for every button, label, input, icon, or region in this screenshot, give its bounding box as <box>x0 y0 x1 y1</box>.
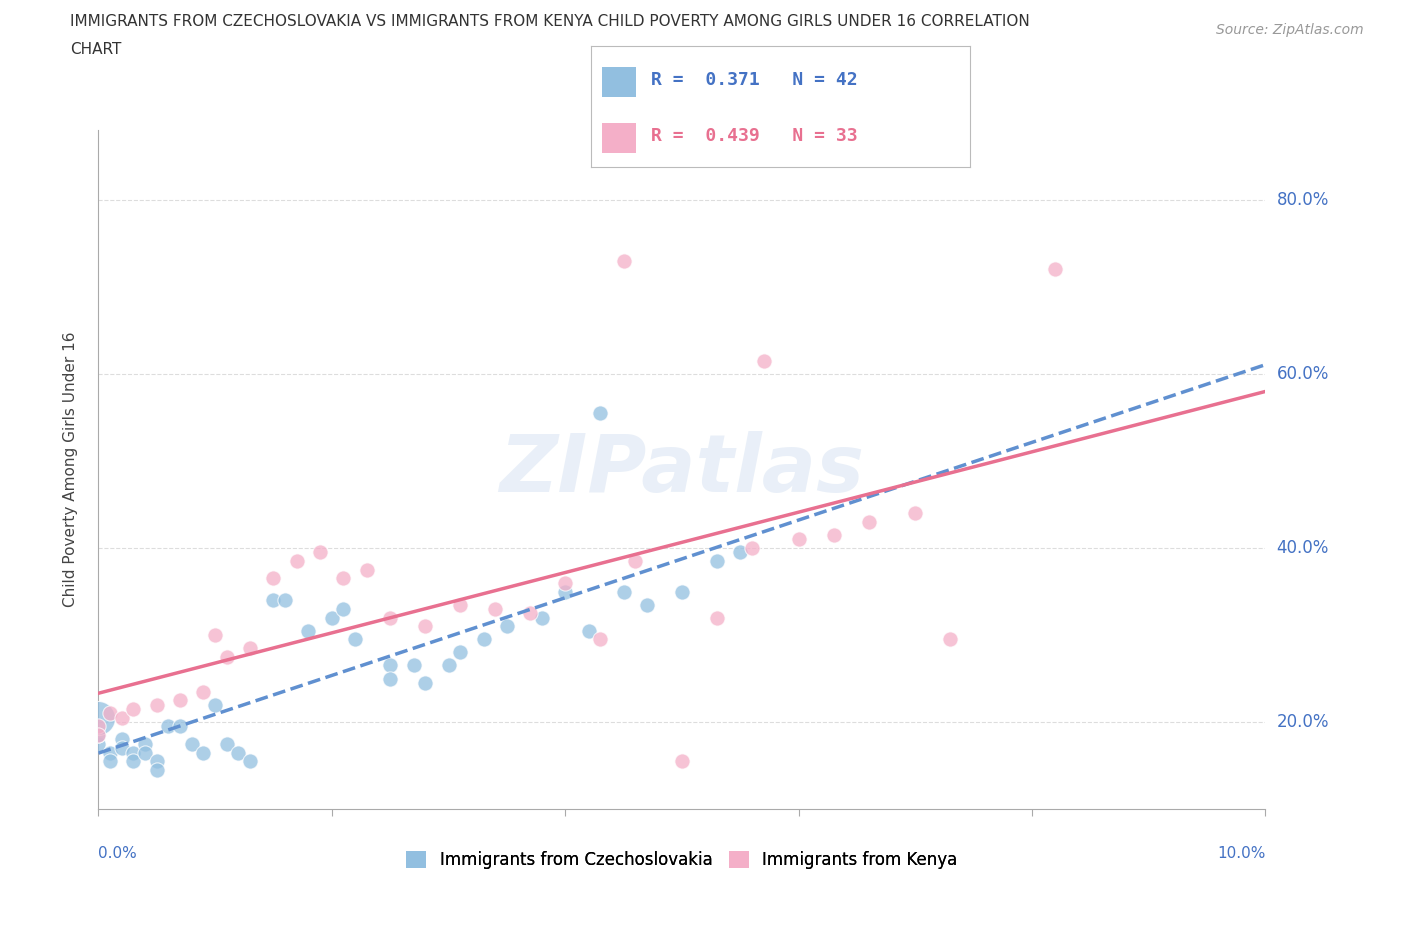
Point <box>87 727 110 742</box>
Point <box>378 610 402 625</box>
Point <box>180 737 202 751</box>
Point <box>98 706 121 721</box>
Point <box>87 719 110 734</box>
Point <box>332 602 354 617</box>
Point <box>239 754 262 769</box>
Point <box>495 618 517 633</box>
Point <box>98 754 121 769</box>
Point <box>823 527 845 542</box>
Text: 20.0%: 20.0% <box>1277 713 1329 731</box>
Point <box>636 597 658 612</box>
Point <box>554 576 576 591</box>
Point <box>752 353 775 368</box>
Point <box>274 592 297 607</box>
Point <box>671 584 693 599</box>
Point <box>413 675 436 690</box>
Point <box>122 754 145 769</box>
Point <box>578 623 600 638</box>
Text: 0.0%: 0.0% <box>98 846 138 861</box>
Point <box>332 571 354 586</box>
Point <box>111 732 134 747</box>
Point <box>589 632 612 647</box>
Point <box>530 610 553 625</box>
Point <box>589 405 612 420</box>
Point <box>484 602 506 617</box>
Point <box>204 698 226 712</box>
Point <box>122 745 145 760</box>
Point <box>98 745 121 760</box>
Point <box>169 719 191 734</box>
Point <box>728 545 751 560</box>
Text: Source: ZipAtlas.com: Source: ZipAtlas.com <box>1216 23 1364 37</box>
Point <box>285 553 308 568</box>
Point <box>228 745 250 760</box>
Point <box>146 698 169 712</box>
Point <box>706 553 728 568</box>
Point <box>741 540 763 555</box>
Point <box>449 645 471 660</box>
Point <box>215 649 238 664</box>
Point <box>787 532 810 547</box>
Point <box>321 610 343 625</box>
Point <box>356 563 378 578</box>
Point <box>344 632 367 647</box>
Point <box>87 711 110 725</box>
Point <box>437 658 460 673</box>
Text: 60.0%: 60.0% <box>1277 365 1329 383</box>
Point <box>193 745 215 760</box>
Point <box>146 763 169 777</box>
Point <box>111 740 134 755</box>
Point <box>193 684 215 699</box>
Point <box>1045 262 1067 277</box>
Point <box>612 253 634 268</box>
Point <box>472 632 495 647</box>
Point <box>449 597 471 612</box>
FancyBboxPatch shape <box>602 123 636 153</box>
Text: ZIPatlas: ZIPatlas <box>499 431 865 509</box>
Point <box>297 623 319 638</box>
Point <box>134 745 156 760</box>
Point <box>402 658 425 673</box>
Y-axis label: Child Poverty Among Girls Under 16: Child Poverty Among Girls Under 16 <box>63 332 77 607</box>
Point <box>519 605 541 620</box>
Text: R =  0.439   N = 33: R = 0.439 N = 33 <box>651 127 858 145</box>
Point <box>111 711 134 725</box>
Point <box>413 618 436 633</box>
Point <box>378 671 402 686</box>
Point <box>939 632 962 647</box>
Text: IMMIGRANTS FROM CZECHOSLOVAKIA VS IMMIGRANTS FROM KENYA CHILD POVERTY AMONG GIRL: IMMIGRANTS FROM CZECHOSLOVAKIA VS IMMIGR… <box>70 14 1031 29</box>
Point <box>87 727 110 742</box>
Point <box>215 737 238 751</box>
Text: 80.0%: 80.0% <box>1277 191 1329 209</box>
Point <box>262 592 284 607</box>
Point <box>146 754 169 769</box>
Point <box>204 628 226 643</box>
Point <box>858 514 880 529</box>
Point <box>157 719 180 734</box>
Point <box>706 610 728 625</box>
Point <box>169 693 191 708</box>
Point <box>624 553 647 568</box>
Point <box>671 754 693 769</box>
Point <box>262 571 284 586</box>
FancyBboxPatch shape <box>602 67 636 98</box>
Point <box>612 584 634 599</box>
Point <box>554 584 576 599</box>
Text: 40.0%: 40.0% <box>1277 539 1329 557</box>
Point <box>87 737 110 751</box>
Point <box>239 641 262 656</box>
Text: 10.0%: 10.0% <box>1218 846 1265 861</box>
Point <box>122 701 145 716</box>
Point <box>378 658 402 673</box>
Text: R =  0.371   N = 42: R = 0.371 N = 42 <box>651 72 858 89</box>
Legend: Immigrants from Czechoslovakia, Immigrants from Kenya: Immigrants from Czechoslovakia, Immigran… <box>399 844 965 875</box>
Text: CHART: CHART <box>70 42 122 57</box>
Point <box>134 737 156 751</box>
Point <box>309 545 332 560</box>
Point <box>904 506 927 521</box>
